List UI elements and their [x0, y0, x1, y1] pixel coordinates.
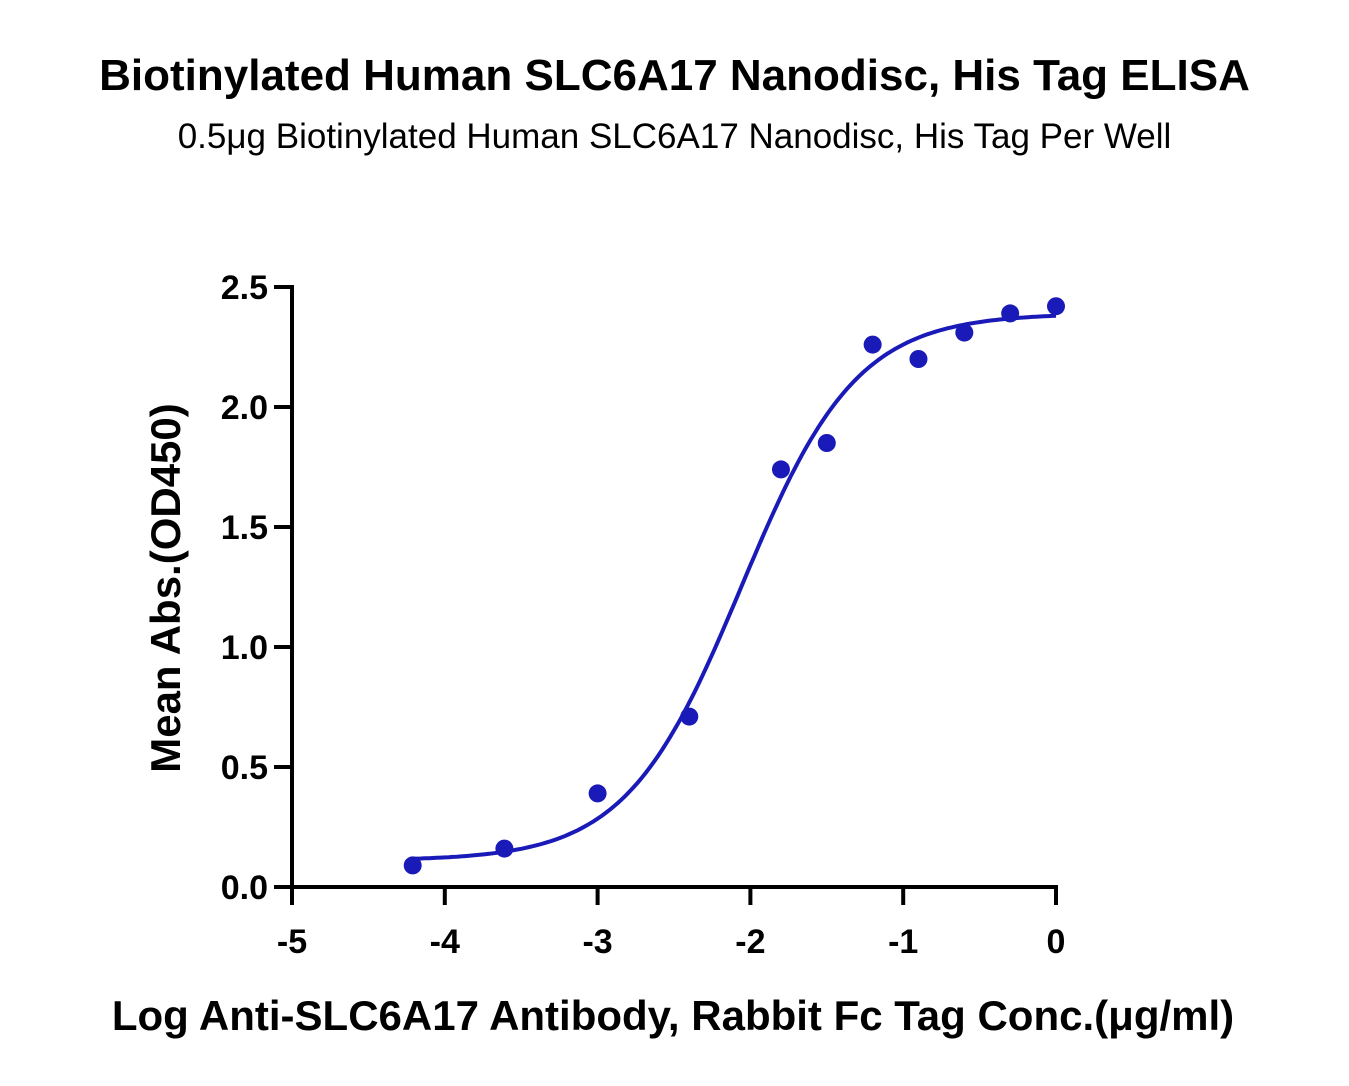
y-tick-label: 1.5: [221, 509, 268, 547]
x-tick-label: -1: [888, 923, 918, 961]
y-tick-label: 1.0: [221, 629, 268, 667]
data-point: [955, 323, 974, 342]
x-tick-label: 0: [1047, 923, 1066, 961]
x-tick-label: -5: [277, 923, 307, 961]
y-tick-label: 2.0: [221, 389, 268, 427]
x-tick-label: -2: [735, 923, 765, 961]
data-point: [1001, 304, 1020, 323]
data-points-layer: [403, 297, 1065, 875]
axes: 0.0 0.5 1.0 1.5 2.0 2.5 -5 -4 -3 -2 -1 0: [221, 269, 1066, 961]
y-axis-title: Mean Abs.(OD450): [142, 403, 189, 773]
data-point: [680, 707, 699, 726]
data-point: [588, 784, 607, 803]
data-point: [1047, 297, 1065, 316]
fit-curve-layer: [412, 313, 1057, 861]
data-point: [909, 350, 928, 368]
x-tick-label: -3: [582, 923, 612, 961]
data-point: [403, 856, 422, 875]
data-point: [771, 460, 790, 479]
data-point: [817, 434, 836, 452]
fit-curve: [412, 313, 1057, 861]
chart-title: Biotinylated Human SLC6A17 Nanodisc, His…: [99, 51, 1250, 100]
y-tick-label: 0.0: [221, 869, 268, 907]
data-point: [863, 335, 882, 354]
y-tick-label: 2.5: [221, 269, 268, 307]
x-tick-label: -4: [430, 923, 460, 961]
data-point: [495, 839, 514, 858]
x-axis-title: Log Anti-SLC6A17 Antibody, Rabbit Fc Tag…: [112, 992, 1234, 1039]
y-tick-label: 0.5: [221, 749, 268, 787]
chart-subtitle: 0.5μg Biotinylated Human SLC6A17 Nanodis…: [177, 117, 1172, 156]
